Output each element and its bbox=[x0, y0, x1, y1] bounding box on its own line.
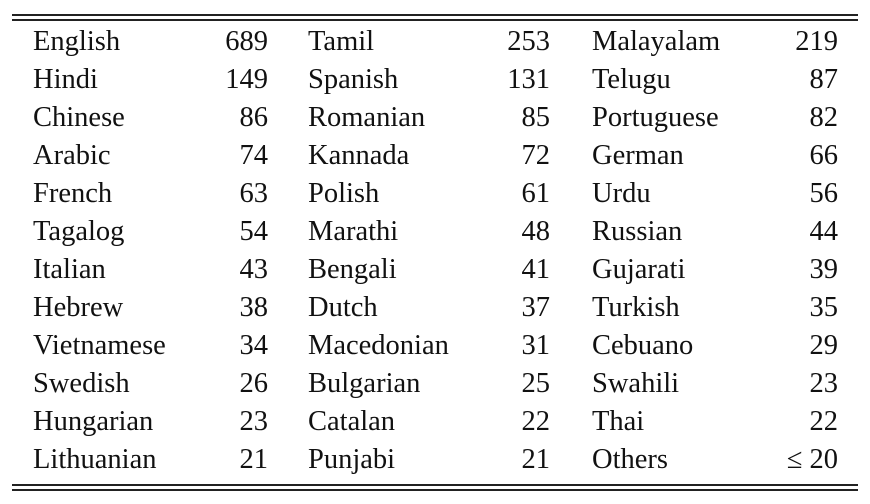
table-row: Vietnamese 34 Macedonian 31 Cebuano 29 bbox=[0, 327, 870, 365]
language-count: 82 bbox=[809, 102, 839, 133]
language-count: 39 bbox=[809, 254, 839, 285]
language-name: Tamil bbox=[308, 26, 375, 57]
language-name: Macedonian bbox=[308, 330, 449, 361]
language-count: 23 bbox=[809, 368, 839, 399]
language-count: 131 bbox=[507, 64, 550, 95]
language-name: Kannada bbox=[308, 140, 410, 171]
table-row: Arabic 74 Kannada 72 German 66 bbox=[0, 137, 870, 175]
language-count: 253 bbox=[507, 26, 550, 57]
language-name: Telugu bbox=[592, 64, 671, 95]
table-row: Lithuanian 21 Punjabi 21 Others ≤ 20 bbox=[0, 441, 870, 479]
table-row: Italian 43 Bengali 41 Gujarati 39 bbox=[0, 251, 870, 289]
language-name: Dutch bbox=[308, 292, 378, 323]
language-count: 25 bbox=[521, 368, 551, 399]
language-count: 43 bbox=[239, 254, 269, 285]
language-count: 54 bbox=[239, 216, 269, 247]
language-count: 35 bbox=[809, 292, 839, 323]
language-name: Cebuano bbox=[592, 330, 694, 361]
language-count: 21 bbox=[239, 444, 269, 475]
language-name: Urdu bbox=[592, 178, 651, 209]
language-count: 38 bbox=[239, 292, 269, 323]
language-count: 56 bbox=[809, 178, 839, 209]
table-top-rule-inner bbox=[12, 19, 858, 21]
language-name: Thai bbox=[592, 406, 645, 437]
table-bottom-rule-outer bbox=[12, 489, 858, 491]
table-row: Tagalog 54 Marathi 48 Russian 44 bbox=[0, 213, 870, 251]
language-name: Tagalog bbox=[33, 216, 125, 247]
language-count: 29 bbox=[809, 330, 839, 361]
language-name: Arabic bbox=[33, 140, 111, 171]
language-name: Malayalam bbox=[592, 26, 721, 57]
language-name: Others bbox=[592, 444, 668, 475]
language-count: 219 bbox=[795, 26, 838, 57]
language-name: Gujarati bbox=[592, 254, 686, 285]
language-count: 31 bbox=[521, 330, 551, 361]
language-name: Romanian bbox=[308, 102, 426, 133]
language-count: 34 bbox=[239, 330, 269, 361]
language-name: Catalan bbox=[308, 406, 396, 437]
language-name: Hindi bbox=[33, 64, 98, 95]
language-name: Hungarian bbox=[33, 406, 154, 437]
language-count: 689 bbox=[225, 26, 268, 57]
table-row: Swedish 26 Bulgarian 25 Swahili 23 bbox=[0, 365, 870, 403]
language-name: Marathi bbox=[308, 216, 399, 247]
language-name: Portuguese bbox=[592, 102, 719, 133]
language-count: 41 bbox=[521, 254, 551, 285]
language-count: 22 bbox=[809, 406, 839, 437]
language-name: Polish bbox=[308, 178, 380, 209]
language-count: 87 bbox=[809, 64, 839, 95]
language-count: 61 bbox=[521, 178, 551, 209]
language-count: 149 bbox=[225, 64, 268, 95]
table-row: English 689 Tamil 253 Malayalam 219 bbox=[0, 23, 870, 61]
language-count: 48 bbox=[521, 216, 551, 247]
language-count: 66 bbox=[809, 140, 839, 171]
language-name: Chinese bbox=[33, 102, 125, 133]
language-count: 74 bbox=[239, 140, 269, 171]
language-count: 44 bbox=[809, 216, 839, 247]
language-count: 37 bbox=[521, 292, 551, 323]
language-count: 85 bbox=[521, 102, 551, 133]
language-name: Lithuanian bbox=[33, 444, 157, 475]
language-name: Spanish bbox=[308, 64, 399, 95]
language-name: English bbox=[33, 26, 121, 57]
language-count: 22 bbox=[521, 406, 551, 437]
language-name: Italian bbox=[33, 254, 106, 285]
language-name: Hebrew bbox=[33, 292, 124, 323]
language-name: Punjabi bbox=[308, 444, 396, 475]
language-count: 26 bbox=[239, 368, 269, 399]
table-row: French 63 Polish 61 Urdu 56 bbox=[0, 175, 870, 213]
language-name: Russian bbox=[592, 216, 683, 247]
table-row: Chinese 86 Romanian 85 Portuguese 82 bbox=[0, 99, 870, 137]
language-count: 72 bbox=[521, 140, 551, 171]
language-name: Bengali bbox=[308, 254, 397, 285]
language-name: Turkish bbox=[592, 292, 680, 323]
table-top-rule-outer bbox=[12, 14, 858, 16]
table-row: Hungarian 23 Catalan 22 Thai 22 bbox=[0, 403, 870, 441]
language-name: Bulgarian bbox=[308, 368, 421, 399]
table-bottom-rule-inner bbox=[12, 484, 858, 486]
language-count: 21 bbox=[521, 444, 551, 475]
language-name: German bbox=[592, 140, 684, 171]
language-name: Swahili bbox=[592, 368, 680, 399]
table-row: Hebrew 38 Dutch 37 Turkish 35 bbox=[0, 289, 870, 327]
language-count: ≤ 20 bbox=[786, 444, 838, 475]
language-count: 63 bbox=[239, 178, 269, 209]
language-count: 86 bbox=[239, 102, 269, 133]
language-count-table: English 689 Tamil 253 Malayalam 219 Hindi 149 Sp… bbox=[0, 23, 870, 479]
language-name: Swedish bbox=[33, 368, 130, 399]
language-name: Vietnamese bbox=[33, 330, 166, 361]
language-name: French bbox=[33, 178, 113, 209]
language-count: 23 bbox=[239, 406, 269, 437]
table-row: Hindi 149 Spanish 131 Telugu 87 bbox=[0, 61, 870, 99]
